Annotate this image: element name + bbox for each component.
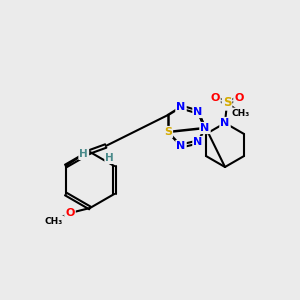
Text: N: N (176, 102, 186, 112)
Text: H: H (80, 149, 88, 159)
Text: O: O (65, 208, 75, 218)
Text: N: N (220, 118, 230, 128)
Text: O: O (234, 93, 244, 103)
Text: CH₃: CH₃ (232, 109, 250, 118)
Text: N: N (194, 137, 202, 147)
Text: N: N (194, 107, 202, 117)
Text: N: N (176, 141, 186, 151)
Text: CH₃: CH₃ (45, 217, 63, 226)
Text: N: N (200, 123, 210, 133)
Text: O: O (210, 93, 220, 103)
Text: S: S (164, 127, 172, 137)
Text: H: H (105, 153, 114, 163)
Text: S: S (223, 97, 231, 110)
